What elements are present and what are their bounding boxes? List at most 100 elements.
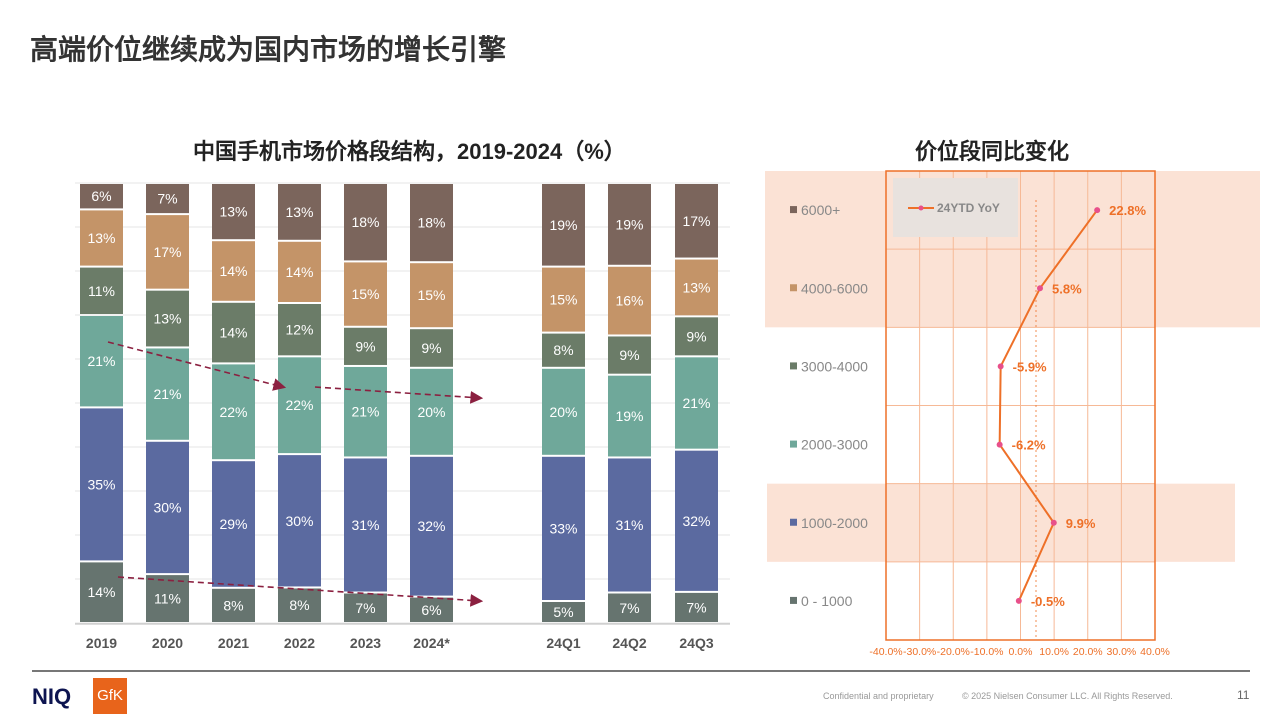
- data-point: [1015, 597, 1022, 604]
- data-label: 20%: [417, 404, 445, 420]
- data-label: 7%: [157, 191, 177, 207]
- data-label: 9%: [421, 340, 441, 356]
- data-label: 32%: [417, 518, 445, 534]
- bar-chart-title: 中国手机市场价格段结构，2019-2024（%）: [193, 139, 626, 164]
- bar-segment: [344, 458, 387, 592]
- data-label: 7%: [619, 600, 639, 616]
- x-tick-label: 2023: [350, 635, 381, 651]
- data-label: 8%: [289, 597, 309, 613]
- legend-swatch: [790, 284, 797, 292]
- bar-segment: [278, 304, 321, 356]
- bar-segment: [542, 602, 585, 622]
- data-label: 5%: [553, 604, 573, 620]
- data-label: 5.8%: [1052, 281, 1082, 296]
- data-label: 8%: [223, 597, 243, 613]
- bar-segment: [80, 316, 123, 407]
- highlight-band: [767, 483, 1235, 562]
- bar-segment: [344, 262, 387, 326]
- data-label: 30%: [153, 499, 181, 515]
- bar-segment: [212, 364, 255, 460]
- x-tick-label: 40.0%: [1140, 646, 1170, 658]
- data-label: 13%: [682, 279, 710, 295]
- data-label: 8%: [553, 342, 573, 358]
- data-label: 22.8%: [1109, 203, 1146, 218]
- bar-segment: [344, 184, 387, 261]
- bar-segment: [278, 588, 321, 622]
- x-tick-label: 2024*: [413, 635, 450, 651]
- data-label: 31%: [615, 517, 643, 533]
- bar-segment: [344, 327, 387, 365]
- data-label: 9%: [355, 338, 375, 354]
- footer-divider: [32, 670, 1250, 672]
- page-number: 11: [1237, 688, 1250, 702]
- data-label: 21%: [682, 395, 710, 411]
- data-label: 13%: [219, 204, 247, 220]
- data-label: 15%: [417, 287, 445, 303]
- bar-segment: [278, 184, 321, 240]
- data-label: -0.5%: [1031, 594, 1065, 609]
- legend-swatch: [790, 518, 797, 526]
- x-tick-label: 2020: [152, 635, 183, 651]
- bar-segment: [542, 368, 585, 455]
- bar-segment: [146, 290, 189, 347]
- bar-segment: [608, 266, 651, 335]
- data-label: 13%: [87, 230, 115, 246]
- data-label: 19%: [615, 216, 643, 232]
- bar-segment: [212, 184, 255, 240]
- plot-frame: [885, 170, 1156, 641]
- trend-arrow: [314, 386, 484, 404]
- bar-segment: [410, 456, 453, 596]
- legend-swatch: [790, 206, 797, 214]
- bar-segment: [278, 241, 321, 302]
- data-point: [1050, 519, 1057, 526]
- data-label: -5.9%: [1013, 359, 1047, 374]
- bar-segment: [212, 241, 255, 301]
- bar-segment: [410, 263, 453, 328]
- x-tick-label: 24Q1: [546, 635, 580, 651]
- bar-segment: [608, 375, 651, 457]
- x-tick-label: 2021: [218, 635, 249, 651]
- bar-segment: [542, 267, 585, 332]
- bar-segment: [608, 458, 651, 592]
- data-label: 11%: [154, 591, 181, 607]
- data-label: 12%: [285, 322, 313, 338]
- data-label: 31%: [351, 517, 379, 533]
- bar-segment: [542, 456, 585, 600]
- x-tick-label: 24Q2: [612, 635, 646, 651]
- data-label: 14%: [87, 584, 115, 600]
- bar-segment: [146, 215, 189, 289]
- bar-segment: [542, 333, 585, 367]
- category-label: 2000-3000: [801, 437, 868, 453]
- bar-segment: [608, 336, 651, 374]
- data-label: 19%: [549, 217, 577, 233]
- x-tick-label: 24Q3: [679, 635, 713, 651]
- bar-segment: [608, 593, 651, 622]
- data-label: 6%: [421, 602, 441, 618]
- bar-segment: [80, 267, 123, 314]
- data-label: 22%: [219, 404, 247, 420]
- bar-segment: [410, 368, 453, 455]
- bar-segment: [80, 184, 123, 209]
- bar-segment: [675, 184, 718, 258]
- legend-swatch: [790, 440, 797, 448]
- bar-segment: [675, 317, 718, 356]
- x-tick-label: 0.0%: [1009, 646, 1033, 658]
- bar-segment: [146, 575, 189, 622]
- data-label: 13%: [285, 204, 313, 220]
- gfk-logo: GfK: [93, 678, 127, 714]
- trend-arrow: [107, 341, 287, 391]
- bar-segment: [675, 592, 718, 622]
- data-label: 29%: [219, 516, 247, 532]
- bar-segment: [410, 184, 453, 262]
- data-label: 32%: [682, 513, 710, 529]
- data-label: 17%: [682, 213, 710, 229]
- bar-segment: [278, 455, 321, 587]
- data-label: 17%: [153, 244, 181, 260]
- bar-segment: [542, 184, 585, 266]
- bar-segment: [146, 184, 189, 214]
- data-label: 21%: [87, 353, 115, 369]
- x-tick-label: 10.0%: [1039, 646, 1069, 658]
- data-point: [997, 363, 1004, 370]
- legend-swatch: [790, 596, 797, 604]
